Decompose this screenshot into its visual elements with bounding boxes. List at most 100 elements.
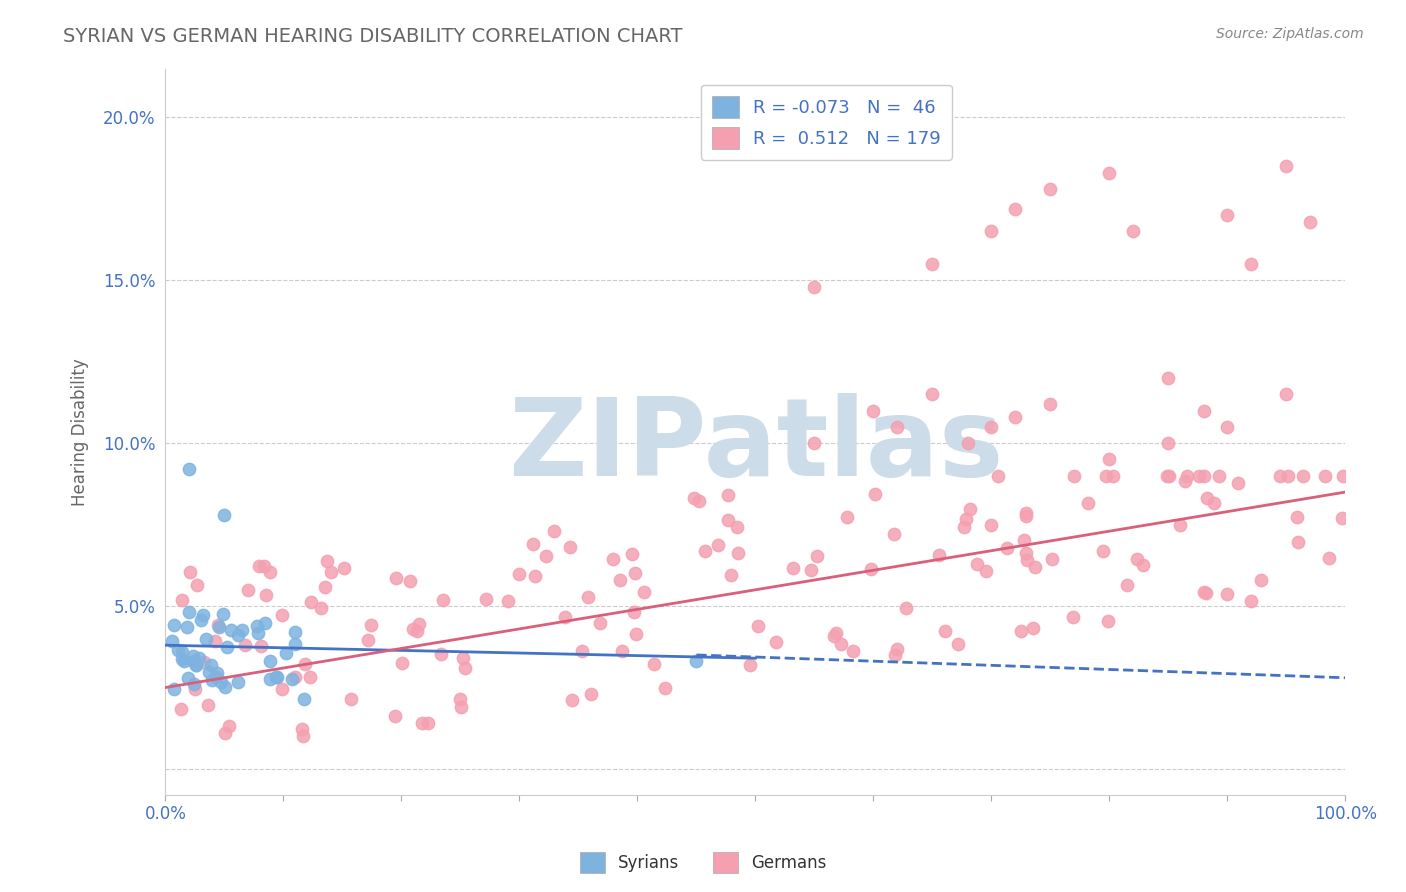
Point <box>252 558 274 573</box>
Point <box>1157 371 1180 385</box>
Point <box>1040 551 1063 566</box>
Point <box>314 580 336 594</box>
Point <box>250 639 273 653</box>
Point <box>254 588 277 602</box>
Point <box>233 639 256 653</box>
Point <box>624 627 647 641</box>
Point <box>543 524 565 539</box>
Point <box>1157 436 1180 450</box>
Point <box>186 578 208 592</box>
Point <box>1240 257 1263 271</box>
Point <box>183 677 205 691</box>
Point <box>247 558 270 573</box>
Point <box>1277 468 1299 483</box>
Point <box>162 633 184 648</box>
Point <box>524 568 547 582</box>
Point <box>825 626 848 640</box>
Point <box>1275 387 1298 401</box>
Point <box>534 549 557 563</box>
Point <box>385 571 408 585</box>
Point <box>980 420 1002 434</box>
Point <box>316 554 339 568</box>
Point <box>623 605 645 619</box>
Point <box>883 648 905 663</box>
Point <box>1024 560 1046 574</box>
Point <box>212 607 235 621</box>
Point <box>284 670 307 684</box>
Point <box>1227 476 1250 491</box>
Point <box>685 655 707 669</box>
Point <box>806 549 828 563</box>
Point <box>333 561 356 575</box>
Point <box>284 637 307 651</box>
Point <box>1202 496 1225 510</box>
Point <box>271 682 294 697</box>
Point <box>454 660 477 674</box>
Point <box>184 658 207 673</box>
Point <box>1194 585 1216 599</box>
Point <box>1330 510 1353 524</box>
Point <box>214 680 236 694</box>
Point <box>236 582 259 597</box>
Point <box>554 610 576 624</box>
Point <box>191 607 214 622</box>
Point <box>270 608 292 623</box>
Point <box>163 681 186 696</box>
Point <box>226 627 249 641</box>
Point <box>633 585 655 599</box>
Point <box>430 647 453 661</box>
Point <box>1192 403 1215 417</box>
Point <box>451 650 474 665</box>
Point <box>253 615 276 630</box>
Point <box>953 520 976 534</box>
Point <box>475 591 498 606</box>
Point <box>589 616 612 631</box>
Point <box>1015 508 1038 523</box>
Point <box>294 657 316 672</box>
Point <box>1250 573 1272 587</box>
Point <box>214 508 236 522</box>
Point <box>558 540 581 554</box>
Point <box>835 510 858 524</box>
Point <box>1039 397 1062 411</box>
Point <box>561 693 583 707</box>
Point <box>987 468 1010 483</box>
Point <box>298 670 321 684</box>
Point <box>609 574 631 588</box>
Point <box>1173 474 1195 488</box>
Point <box>966 557 988 571</box>
Point <box>181 654 204 668</box>
Point <box>1039 182 1062 196</box>
Point <box>782 561 804 575</box>
Point <box>201 673 224 688</box>
Point <box>181 648 204 663</box>
Point <box>995 541 1018 556</box>
Point <box>281 672 304 686</box>
Point <box>291 723 314 737</box>
Point <box>188 651 211 665</box>
Point <box>1102 468 1125 483</box>
Point <box>1157 468 1180 483</box>
Point <box>886 642 908 657</box>
Point <box>1268 468 1291 483</box>
Point <box>1012 533 1035 548</box>
Point <box>190 613 212 627</box>
Point <box>860 562 883 576</box>
Point <box>207 665 229 680</box>
Point <box>1132 558 1154 573</box>
Point <box>720 567 742 582</box>
Point <box>1004 410 1026 425</box>
Point <box>391 656 413 670</box>
Point <box>693 544 716 558</box>
Point <box>1015 553 1038 567</box>
Point <box>207 618 229 632</box>
Point <box>1062 610 1084 624</box>
Point <box>1063 468 1085 483</box>
Point <box>177 462 200 476</box>
Point <box>402 622 425 636</box>
Point <box>170 645 193 659</box>
Point <box>418 716 440 731</box>
Point <box>266 670 288 684</box>
Point <box>1208 468 1230 483</box>
Point <box>1168 518 1191 533</box>
